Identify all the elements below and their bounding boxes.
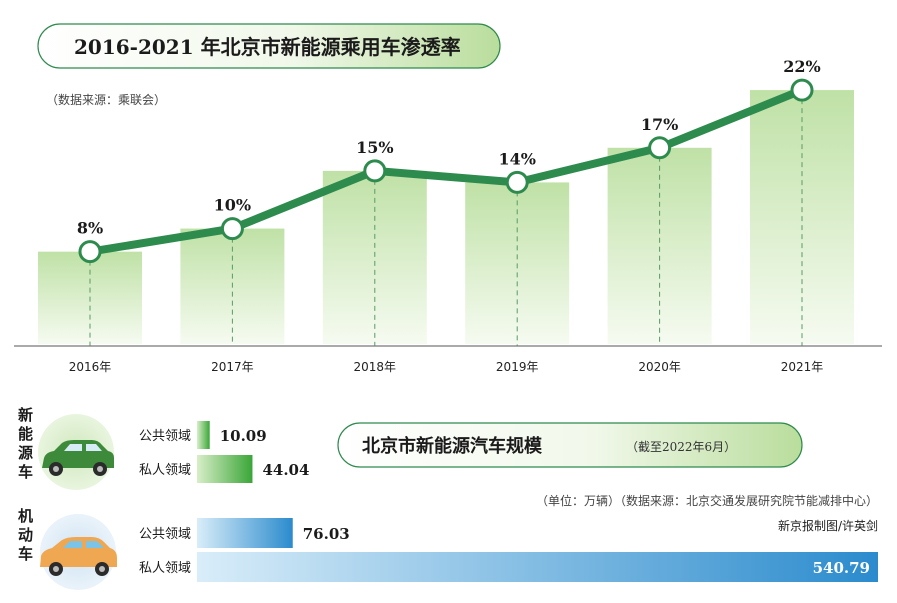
x-tick-5: 2021年 <box>781 360 824 374</box>
value-label-3: 14% <box>498 149 535 168</box>
hbar-2 <box>197 518 293 548</box>
hbar-value-2: 76.03 <box>303 525 350 543</box>
x-tick-2: 2018年 <box>354 360 397 374</box>
value-label-1: 10% <box>214 196 251 215</box>
green-car-icon <box>38 414 114 490</box>
ev-scale-asof: （截至2022年6月） <box>626 440 736 454</box>
hbar-label-0: 公共领域 <box>139 429 191 444</box>
chart-title-pill: 2016-2021 年北京市新能源乘用车渗透率 <box>37 23 501 69</box>
x-tick-1: 2017年 <box>211 360 254 374</box>
hbar-value-3: 540.79 <box>813 559 870 577</box>
hbar-label-2: 公共领域 <box>139 527 191 542</box>
hbar-0 <box>197 421 210 449</box>
line-point-3 <box>505 170 529 194</box>
ev-scale-pill: 北京市新能源汽车规模 （截至2022年6月） <box>337 422 803 468</box>
line-point-5 <box>790 78 814 102</box>
value-label-5: 22% <box>783 57 820 76</box>
credit: 新京报制图/许英剑 <box>778 518 878 533</box>
hbar-1 <box>197 455 253 483</box>
line-point-2 <box>363 159 387 183</box>
line-point-4 <box>648 136 672 160</box>
value-label-2: 15% <box>356 138 393 157</box>
x-tick-0: 2016年 <box>69 360 112 374</box>
chart-source: （数据来源：乘联会） <box>46 92 166 107</box>
line-point-0 <box>78 240 102 264</box>
value-label-4: 17% <box>641 115 678 134</box>
penetration-chart: 8% 2016年 10% 2017年 15% 2018年 14% 2019年 17% 2020年 2… <box>14 57 882 374</box>
orange-car-icon <box>40 514 117 590</box>
unit-note: （单位：万辆）（数据来源：北京交通发展研究院节能减排中心） <box>536 493 878 508</box>
penetration-line <box>86 86 806 256</box>
x-tick-4: 2020年 <box>638 360 681 374</box>
x-tick-3: 2019年 <box>496 360 539 374</box>
hbar-label-3: 私人领域 <box>139 561 191 576</box>
hbar-value-0: 10.09 <box>220 427 267 445</box>
hbar-value-1: 44.04 <box>262 461 309 479</box>
ev-scale-title: 北京市新能源汽车规模 <box>362 435 543 457</box>
value-label-0: 8% <box>77 219 103 238</box>
hbar-label-1: 私人领域 <box>139 463 191 478</box>
line-point-1 <box>220 217 244 241</box>
group-label-1: 机动车 <box>18 507 33 563</box>
bar-3 <box>465 182 570 344</box>
group-label-0: 新能源车 <box>18 406 33 481</box>
hbar-3 <box>197 552 878 582</box>
chart-title: 2016-2021 年北京市新能源乘用车渗透率 <box>74 35 461 59</box>
